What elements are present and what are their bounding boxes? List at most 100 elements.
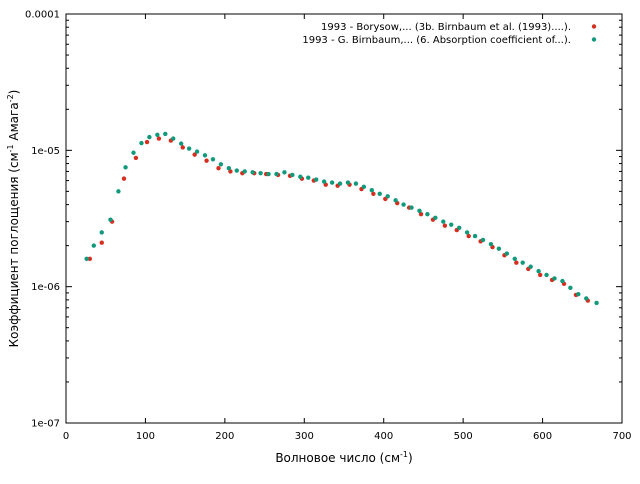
data-point [520,260,525,265]
data-point [329,180,335,185]
data-point [133,155,139,161]
legend-label-series-2: 1993 - G. Birnbaum,... (6. Absorption co… [302,35,571,46]
y-tick-label: 0.0001 [25,10,60,21]
x-axis: 0 100 200 300 400 500 600 700 [63,14,632,442]
data-point [121,176,127,181]
data-point [425,212,430,217]
data-point [178,141,184,146]
data-point [298,174,303,179]
data-point [401,202,406,207]
data-point [418,212,424,217]
legend-label-series-1: 1993 - Borysow,... (3b. Birnbaum et al. … [321,22,571,33]
data-point [393,198,398,203]
data-point [496,246,502,251]
data-point [314,177,319,182]
data-point [480,237,486,243]
data-point [108,217,113,222]
data-point [290,172,295,178]
y-axis: 1e-07 1e-06 1e-05 0.0001 [25,10,622,430]
series-layer [84,131,599,306]
data-point [371,191,376,196]
data-point [385,194,390,199]
data-point [433,215,438,220]
data-point [442,223,448,228]
data-point [155,132,160,137]
data-point [449,222,454,227]
data-point [409,205,414,210]
data-point [147,134,152,140]
legend-marker-series-1 [591,24,597,29]
data-point [180,145,185,150]
data-point [144,139,150,145]
data-point [361,184,367,190]
x-tick-label: 400 [374,431,393,442]
data-point [163,131,168,137]
data-point [218,162,224,167]
data-point [266,171,271,177]
x-tick-label: 600 [533,431,552,442]
data-point [192,152,197,157]
x-tick-label: 300 [295,431,314,442]
data-point [456,225,462,231]
data-point [228,169,233,174]
data-point [99,230,104,235]
data-point [139,140,144,146]
data-point [345,180,351,185]
data-point [584,296,589,301]
x-tick-label: 500 [454,431,473,442]
x-tick-label: 200 [215,431,234,442]
data-point [560,278,565,284]
data-point [234,168,239,173]
data-point [282,170,287,175]
data-point [171,136,176,141]
series-2 [84,131,599,306]
y-tick-label: 1e-05 [31,146,60,157]
data-point [156,136,162,141]
data-point [537,272,543,278]
data-point [536,268,541,274]
data-point [210,157,216,162]
data-point [464,230,470,235]
y-tick-label: 1e-06 [31,282,60,293]
data-point [226,165,232,171]
data-point [488,241,494,247]
data-point [466,233,471,239]
x-tick-label: 0 [63,431,69,442]
data-point [186,146,192,151]
data-point [512,256,517,262]
data-point [131,150,136,155]
data-point [123,165,128,170]
data-point [544,272,549,278]
plot-frame [65,13,623,424]
data-point [441,219,446,224]
data-point [250,170,255,175]
data-point [99,240,104,245]
data-point [306,175,311,180]
legend: 1993 - Borysow,... (3b. Birnbaum et al. … [302,22,597,46]
data-point [377,191,382,196]
data-point [204,158,209,163]
data-point [337,181,343,186]
x-tick-label: 700 [612,431,631,442]
data-point [321,179,327,184]
data-point [194,149,200,154]
data-point [274,171,279,177]
series-1 [87,136,591,303]
legend-marker-series-2 [591,37,597,42]
data-point [84,256,89,262]
data-point [568,285,573,291]
data-point [417,208,422,214]
data-point [504,251,510,256]
data-point [514,260,519,265]
data-point [353,181,359,186]
x-axis-title: Волновое число (см-1) [275,450,412,465]
x-tick-label: 100 [136,431,155,442]
data-point [528,264,533,269]
data-point [87,256,93,262]
data-point [116,189,121,194]
data-point [216,165,221,171]
data-point [552,276,557,281]
data-point [576,292,581,297]
